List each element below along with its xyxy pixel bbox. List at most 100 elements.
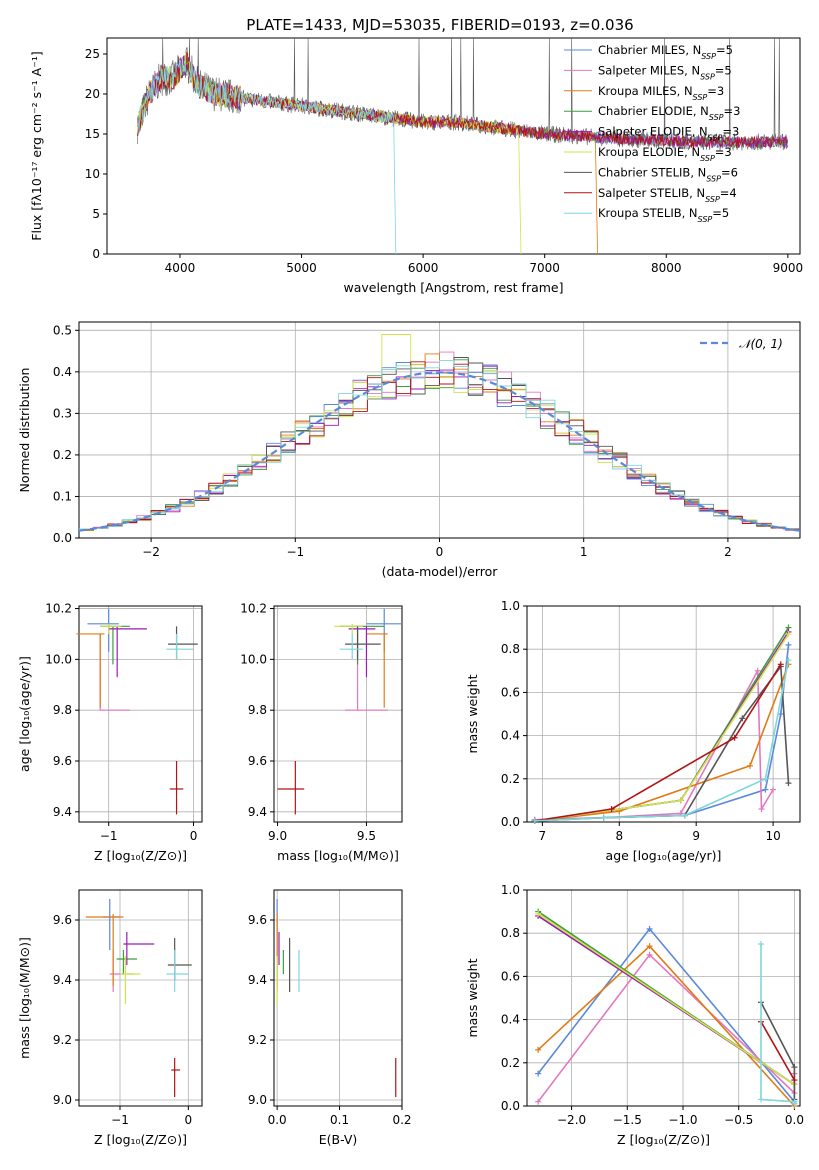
y-axis-label: age [log₁₀(age/yr)] bbox=[17, 656, 32, 772]
panel-massweight-vs-age: 7 8 9 10 0.0 0.2 0.4 0.6 0.8 1.0 age [log₁₀(age/yr… bbox=[465, 599, 801, 863]
y-tick-label: 9.2 bbox=[248, 1033, 267, 1047]
x-tick-label: −2 bbox=[142, 545, 160, 559]
panel-spectrum: 4000 5000 6000 7000 8000 9000 0 5 10 15 20 25 wavele… bbox=[29, 37, 804, 295]
y-axis-label: Normed distribution bbox=[17, 368, 32, 493]
y-tick-label: 10.2 bbox=[240, 602, 267, 616]
weight-line-salpeter-stelib bbox=[760, 1021, 796, 1081]
panel-residuals: −2 −1 0 1 2 0.0 0.1 0.2 0.3 0.4 0.5 (data-model)/er… bbox=[17, 321, 801, 579]
weight-line-salpeter-stelib bbox=[534, 663, 782, 822]
x-axis-label: mass [log₁₀(M/M⊙)] bbox=[277, 848, 399, 863]
x-tick-label: 8000 bbox=[651, 261, 682, 275]
y-tick-label: 25 bbox=[85, 47, 100, 61]
panel-massweight-vs-Z: −2.0 −1.5 −1.0 −0.5 0.0 0.0 0.2 0.4 0.6 0.8 1.0 Z [… bbox=[465, 883, 804, 1147]
x-axis-label: Z [log₁₀(Z/Z⊙)] bbox=[617, 1132, 710, 1147]
x-axis-label: Z [log₁₀(Z/Z⊙)] bbox=[94, 848, 187, 863]
legend-entry: Kroupa STELIB, NSSP=5 bbox=[598, 206, 729, 224]
y-tick-label: 9.0 bbox=[53, 1093, 72, 1107]
y-tick-label: 0.2 bbox=[53, 448, 72, 462]
histogram-salpeter-stelib bbox=[79, 361, 800, 531]
y-tick-label: 0.4 bbox=[53, 365, 72, 379]
x-tick-label: 0 bbox=[185, 1113, 193, 1127]
y-axis-label: mass weight bbox=[465, 674, 480, 753]
weight-line-chabrier-elodie bbox=[534, 627, 790, 822]
y-tick-label: 9.0 bbox=[248, 1093, 267, 1107]
y-tick-label: 0.3 bbox=[53, 406, 72, 420]
y-tick-label: 9.6 bbox=[248, 913, 267, 927]
y-tick-label: 15 bbox=[85, 127, 100, 141]
weight-line-kroupa-miles bbox=[534, 664, 790, 822]
legend-entry: Chabrier STELIB, NSSP=6 bbox=[598, 165, 738, 183]
y-tick-label: 9.6 bbox=[53, 754, 72, 768]
panel-mass-vs-EBV: 0.0 0.1 0.2 9.0 9.2 9.4 9.6 E(B-V) bbox=[248, 889, 412, 1147]
weight-line-chabrier-miles bbox=[534, 644, 790, 821]
y-tick-label: 0.8 bbox=[501, 642, 520, 656]
y-tick-label: 0.0 bbox=[501, 1099, 520, 1113]
legend-entry: Chabrier ELODIE, NSSP=3 bbox=[598, 104, 740, 122]
y-axis-label: mass weight bbox=[465, 958, 480, 1037]
weight-line-salpeter-miles bbox=[537, 953, 796, 1103]
x-tick-label: −1.5 bbox=[613, 1113, 642, 1127]
x-tick-label: −1 bbox=[100, 829, 118, 843]
y-tick-label: 0.8 bbox=[501, 926, 520, 940]
y-tick-label: 9.4 bbox=[53, 805, 72, 819]
weight-line-salpeter-miles bbox=[534, 669, 774, 821]
x-tick-label: 10 bbox=[765, 829, 780, 843]
axes-frame bbox=[526, 889, 801, 1107]
x-tick-label: 9.0 bbox=[268, 829, 287, 843]
spectrum-lines bbox=[137, 38, 788, 254]
x-tick-label: 0.0 bbox=[785, 1113, 804, 1127]
panel-age-vs-mass: 9.0 9.5 9.4 9.6 9.8 10.0 10.2 mass [log₁₀(M/M⊙)… bbox=[240, 602, 403, 863]
legend-entry: Salpeter STELIB, NSSP=4 bbox=[598, 186, 737, 204]
y-axis-label: Flux [fλ10⁻¹⁷ erg cm⁻² s⁻¹ A⁻¹] bbox=[29, 51, 44, 240]
y-tick-label: 0.0 bbox=[53, 531, 72, 545]
legend-entry: Chabrier MILES, NSSP=5 bbox=[598, 43, 733, 61]
spectrum-chabrier-stelib bbox=[137, 38, 788, 151]
x-axis-label: age [log₁₀(age/yr)] bbox=[606, 848, 722, 863]
y-tick-label: 0.5 bbox=[53, 323, 72, 337]
y-tick-label: 20 bbox=[85, 87, 100, 101]
x-tick-label: 7 bbox=[539, 829, 547, 843]
x-tick-label: 7000 bbox=[529, 261, 560, 275]
y-tick-label: 0.0 bbox=[501, 815, 520, 829]
y-tick-label: 1.0 bbox=[501, 599, 520, 613]
x-axis-label: (data-model)/error bbox=[382, 564, 499, 579]
y-tick-label: 0 bbox=[92, 247, 100, 261]
weight-line-salpeter-elodie bbox=[534, 631, 790, 822]
y-tick-label: 9.4 bbox=[248, 973, 267, 987]
y-tick-label: 9.6 bbox=[248, 754, 267, 768]
x-tick-label: 0.1 bbox=[330, 1113, 349, 1127]
x-tick-label: −1 bbox=[286, 545, 304, 559]
x-tick-label: 9.5 bbox=[357, 829, 376, 843]
x-tick-label: −1 bbox=[111, 1113, 129, 1127]
legend-entry: Salpeter ELODIE, NSSP=3 bbox=[598, 125, 739, 143]
x-tick-label: 9000 bbox=[773, 261, 804, 275]
x-tick-label: 5000 bbox=[286, 261, 317, 275]
y-tick-label: 0.1 bbox=[53, 489, 72, 503]
spectrum-salpeter-stelib bbox=[137, 51, 788, 149]
y-tick-label: 10.0 bbox=[45, 652, 72, 666]
x-tick-label: 0 bbox=[436, 545, 444, 559]
x-tick-label: −1.0 bbox=[668, 1113, 697, 1127]
x-tick-label: 1 bbox=[580, 545, 588, 559]
y-tick-label: 5 bbox=[92, 207, 100, 221]
y-tick-label: 0.6 bbox=[501, 969, 520, 983]
y-tick-label: 0.4 bbox=[501, 1013, 520, 1027]
x-tick-label: 0 bbox=[190, 829, 198, 843]
y-tick-label: 0.2 bbox=[501, 772, 520, 786]
y-tick-label: 9.2 bbox=[53, 1033, 72, 1047]
axes-frame bbox=[106, 37, 801, 255]
x-tick-label: 0.2 bbox=[392, 1113, 411, 1127]
histogram-salpeter-elodie bbox=[79, 365, 800, 530]
y-tick-label: 10.0 bbox=[240, 652, 267, 666]
y-tick-label: 10 bbox=[85, 167, 100, 181]
weight-line-kroupa-elodie bbox=[537, 913, 795, 1086]
legend-entry: Salpeter MILES, NSSP=5 bbox=[598, 63, 732, 81]
axes-frame bbox=[273, 605, 403, 823]
figure-title: PLATE=1433, MJD=53035, FIBERID=0193, z=0… bbox=[246, 16, 633, 34]
weight-line-chabrier-miles bbox=[537, 928, 796, 1104]
x-tick-label: 2 bbox=[724, 545, 732, 559]
normal-reference-line bbox=[78, 371, 801, 532]
panel-age-vs-Z: −1 0 9.4 9.6 9.8 10.0 10.2 Z [log₁₀(Z/Z⊙)] age [… bbox=[17, 602, 203, 863]
y-tick-label: 0.2 bbox=[501, 1056, 520, 1070]
